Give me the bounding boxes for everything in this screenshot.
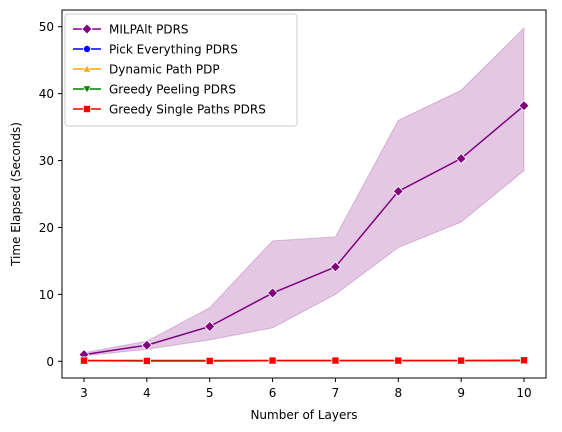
legend-marker (83, 45, 92, 54)
x-tick-label: 6 (269, 386, 277, 400)
greedy-single-paths-pdrs-point (80, 356, 89, 365)
y-tick-label: 50 (39, 20, 54, 34)
greedy-single-paths-pdrs-point (205, 356, 214, 365)
legend-label: MILPAlt PDRS (109, 23, 189, 37)
y-tick-label: 10 (39, 288, 54, 302)
legend-marker (82, 64, 92, 73)
y-tick-label: 0 (46, 355, 54, 369)
milpalt-pdrs-point (392, 185, 404, 197)
greedy-single-paths-pdrs-point (268, 356, 277, 365)
milpalt-pdrs-line (83, 105, 525, 356)
legend-item-greedy-peeling-pdrs: Greedy Peeling PDRS (73, 83, 236, 97)
y-tick-label: 20 (39, 221, 54, 235)
x-tick-label: 10 (516, 386, 531, 400)
x-tick-label: 9 (457, 386, 465, 400)
y-tick-label: 30 (39, 154, 54, 168)
legend-label: Greedy Peeling PDRS (109, 83, 236, 97)
series-layer (78, 100, 530, 366)
x-tick-label: 4 (143, 386, 151, 400)
milpalt-pdrs-series (78, 100, 530, 361)
legend-item-milpalt-pdrs: MILPAlt PDRS (73, 23, 189, 37)
y-tick-label: 40 (39, 87, 54, 101)
confidence-band-layer (83, 26, 525, 357)
x-axis-label: Number of Layers (250, 408, 357, 422)
greedy-single-paths-pdrs-line (83, 359, 525, 362)
legend-marker (81, 23, 93, 35)
greedy-single-paths-pdrs-point (142, 356, 151, 365)
milpalt-pdrs-point (204, 320, 216, 333)
y-axis-ticks: 0 10 20 30 40 50 (39, 20, 62, 369)
legend-marker (82, 85, 92, 94)
greedy-single-paths-pdrs-series (80, 356, 529, 365)
milpalt-pdrs-point (267, 287, 279, 299)
legend-item-pick-everything-pdrs: Pick Everything PDRS (73, 43, 238, 57)
legend-marker (83, 105, 92, 114)
x-axis-ticks: 3 4 5 6 7 8 9 10 (80, 378, 532, 400)
y-axis-label: Time Elapsed (Seconds) (9, 122, 23, 267)
x-tick-label: 7 (332, 386, 340, 400)
milpalt-pdrs-point (455, 152, 467, 165)
legend-label: Greedy Single Paths PDRS (109, 103, 266, 117)
legend-label: Dynamic Path PDP (109, 63, 220, 77)
legend-box (64, 13, 298, 127)
milpalt-pdrs-point (518, 100, 530, 112)
x-tick-label: 5 (206, 386, 214, 400)
plot-area-frame (61, 9, 547, 379)
legend-label: Pick Everything PDRS (109, 43, 238, 57)
greedy-single-paths-pdrs-point (520, 356, 529, 365)
x-tick-label: 3 (80, 386, 88, 400)
milpalt-pdrs-point (329, 261, 341, 273)
legend: MILPAlt PDRS Pick Everything PDRS Dynamic … (64, 13, 298, 127)
milpalt-pdrs-point (141, 339, 153, 351)
x-tick-label: 8 (394, 386, 402, 400)
legend-item-greedy-single-paths-pdrs: Greedy Single Paths PDRS (73, 103, 266, 117)
greedy-single-paths-pdrs-point (394, 356, 403, 365)
milpalt-pdrs-confidence-band (83, 26, 525, 357)
legend-item-dynamic-path-pdp: Dynamic Path PDP (73, 63, 220, 77)
greedy-single-paths-pdrs-point (457, 356, 466, 365)
greedy-single-paths-pdrs-point (331, 356, 340, 365)
